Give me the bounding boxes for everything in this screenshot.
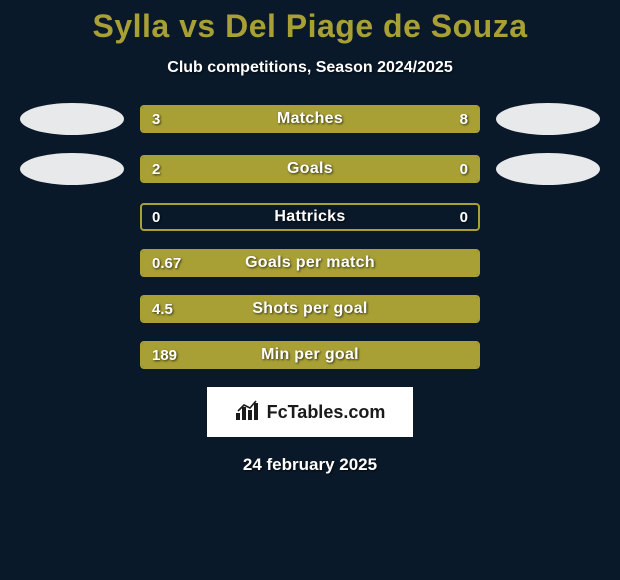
- right-oval: [496, 103, 600, 135]
- bar-goals: 2 Goals 0: [140, 155, 480, 183]
- fctables-logo: FcTables.com: [207, 387, 413, 437]
- right-value: 0: [460, 157, 468, 181]
- stat-row-mpg: 189 Min per goal: [0, 341, 620, 369]
- stat-row-gpm: 0.67 Goals per match: [0, 249, 620, 277]
- stat-label: Goals: [142, 157, 478, 181]
- left-oval: [20, 103, 124, 135]
- stats-rows: 3 Matches 8 2 Goals 0 0 Hattri: [0, 103, 620, 369]
- stat-row-goals: 2 Goals 0: [0, 153, 620, 185]
- left-oval: [20, 153, 124, 185]
- bar-chart-icon: [235, 399, 261, 426]
- stat-label: Goals per match: [142, 251, 478, 275]
- stat-row-hattricks: 0 Hattricks 0: [0, 203, 620, 231]
- right-value: 0: [460, 205, 468, 229]
- footer-date: 24 february 2025: [0, 455, 620, 475]
- bar-gpm: 0.67 Goals per match: [140, 249, 480, 277]
- stat-row-matches: 3 Matches 8: [0, 103, 620, 135]
- stat-label: Hattricks: [142, 205, 478, 229]
- subtitle: Club competitions, Season 2024/2025: [0, 59, 620, 77]
- right-value: 8: [460, 107, 468, 131]
- comparison-infographic: Sylla vs Del Piage de Souza Club competi…: [0, 0, 620, 580]
- bar-hattricks: 0 Hattricks 0: [140, 203, 480, 231]
- logo-text: FcTables.com: [267, 402, 386, 423]
- stat-label: Min per goal: [142, 343, 478, 367]
- right-oval: [496, 153, 600, 185]
- stat-label: Shots per goal: [142, 297, 478, 321]
- stat-row-spg: 4.5 Shots per goal: [0, 295, 620, 323]
- bar-spg: 4.5 Shots per goal: [140, 295, 480, 323]
- bar-matches: 3 Matches 8: [140, 105, 480, 133]
- bar-mpg: 189 Min per goal: [140, 341, 480, 369]
- stat-label: Matches: [142, 107, 478, 131]
- page-title: Sylla vs Del Piage de Souza: [0, 8, 620, 45]
